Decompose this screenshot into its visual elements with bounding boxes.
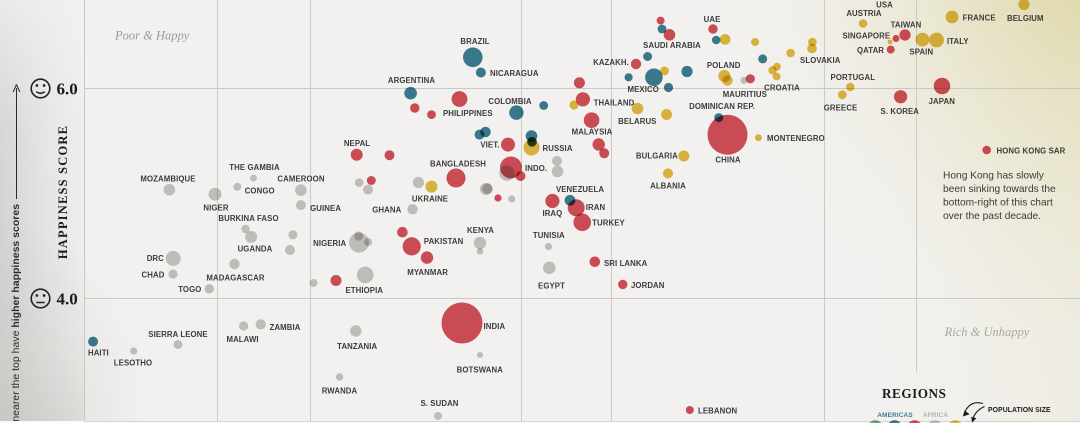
svg-text:over the past decade.: over the past decade. <box>943 211 1041 222</box>
svg-text:SIERRA LEONE: SIERRA LEONE <box>148 330 207 339</box>
svg-text:VIET.: VIET. <box>480 140 499 149</box>
svg-text:NIGER: NIGER <box>203 203 228 212</box>
svg-text:ZAMBIA: ZAMBIA <box>270 323 301 332</box>
svg-text:TAIWAN: TAIWAN <box>891 20 922 29</box>
svg-text:ies nearer the top have higher: ies nearer the top have higher happiness… <box>10 204 22 423</box>
svg-text:UAE: UAE <box>704 15 721 24</box>
svg-text:AFRICA: AFRICA <box>923 412 948 419</box>
svg-text:KENYA: KENYA <box>467 226 494 235</box>
svg-text:ITALY: ITALY <box>947 37 969 46</box>
svg-text:HONG KONG SAR: HONG KONG SAR <box>997 146 1066 155</box>
svg-text:Hong Kong has slowly: Hong Kong has slowly <box>943 171 1045 182</box>
svg-text:TUNISIA: TUNISIA <box>533 231 565 240</box>
svg-text:POPULATION SIZE: POPULATION SIZE <box>988 407 1051 414</box>
svg-text:MYANMAR: MYANMAR <box>407 268 448 277</box>
svg-text:PHILIPPINES: PHILIPPINES <box>443 109 493 118</box>
svg-text:BURKINA FASO: BURKINA FASO <box>218 214 278 223</box>
svg-text:RWANDA: RWANDA <box>322 387 358 396</box>
svg-text:JAPAN: JAPAN <box>929 97 956 106</box>
svg-text:UGANDA: UGANDA <box>238 245 273 254</box>
svg-text:THAILAND: THAILAND <box>594 98 635 107</box>
svg-text:THE GAMBIA: THE GAMBIA <box>229 163 280 172</box>
svg-text:INDO.: INDO. <box>525 164 547 173</box>
svg-text:Poor & Happy: Poor & Happy <box>114 29 190 43</box>
svg-text:ARGENTINA: ARGENTINA <box>388 76 436 85</box>
svg-text:been sinking towards the: been sinking towards the <box>943 184 1056 195</box>
svg-text:4.0: 4.0 <box>57 290 78 309</box>
svg-text:FRANCE: FRANCE <box>963 13 996 22</box>
svg-text:POLAND: POLAND <box>707 61 741 70</box>
svg-text:CROATIA: CROATIA <box>764 83 800 92</box>
svg-text:AUSTRIA: AUSTRIA <box>846 9 882 18</box>
svg-text:DRC: DRC <box>147 254 164 263</box>
svg-text:INDIA: INDIA <box>484 322 506 331</box>
svg-text:CHAD: CHAD <box>142 270 165 279</box>
svg-text:CAMEROON: CAMEROON <box>277 174 324 183</box>
svg-text:PAKISTAN: PAKISTAN <box>424 237 464 246</box>
svg-text:PORTUGAL: PORTUGAL <box>831 73 876 82</box>
svg-text:NICARAGUA: NICARAGUA <box>490 69 539 78</box>
svg-text:IRAQ: IRAQ <box>542 209 562 218</box>
svg-text:KAZAKH.: KAZAKH. <box>593 58 629 67</box>
svg-text:Rich & Unhappy: Rich & Unhappy <box>944 325 1030 339</box>
svg-text:UKRAINE: UKRAINE <box>412 194 448 203</box>
svg-text:RUSSIA: RUSSIA <box>543 144 573 153</box>
svg-text:REGIONS: REGIONS <box>882 386 946 401</box>
svg-text:NIGERIA: NIGERIA <box>313 239 346 248</box>
svg-text:AMERICAS: AMERICAS <box>877 412 913 419</box>
svg-text:S. SUDAN: S. SUDAN <box>420 399 458 408</box>
svg-text:IRAN: IRAN <box>586 203 606 212</box>
svg-text:NEPAL: NEPAL <box>344 139 370 148</box>
svg-text:MALAYSIA: MALAYSIA <box>572 128 613 137</box>
svg-text:BRAZIL: BRAZIL <box>460 37 489 46</box>
svg-text:ETHIOPIA: ETHIOPIA <box>345 286 383 295</box>
svg-text:BOTSWANA: BOTSWANA <box>457 365 504 374</box>
svg-text:SPAIN: SPAIN <box>909 47 933 56</box>
svg-text:GHANA: GHANA <box>372 205 401 214</box>
svg-text:USA: USA <box>876 0 893 9</box>
svg-text:bottom-right of this chart: bottom-right of this chart <box>943 198 1053 209</box>
svg-text:TOGO: TOGO <box>178 285 201 294</box>
svg-text:MADAGASCAR: MADAGASCAR <box>206 273 264 282</box>
svg-text:BULGARIA: BULGARIA <box>636 151 678 160</box>
svg-text:EGYPT: EGYPT <box>538 282 565 291</box>
svg-text:6.0: 6.0 <box>57 80 78 99</box>
svg-text:ALBANIA: ALBANIA <box>650 181 686 190</box>
svg-text:SLOVAKIA: SLOVAKIA <box>800 56 841 65</box>
svg-text:MOZAMBIQUE: MOZAMBIQUE <box>140 174 195 183</box>
svg-text:TANZANIA: TANZANIA <box>337 342 377 351</box>
svg-text:MAURITIUS: MAURITIUS <box>723 90 767 99</box>
svg-text:S. KOREA: S. KOREA <box>881 107 920 116</box>
svg-text:TURKEY: TURKEY <box>592 218 625 227</box>
svg-text:HAPPINESS SCORE: HAPPINESS SCORE <box>56 125 70 259</box>
svg-text:BELARUS: BELARUS <box>618 117 656 126</box>
svg-text:DOMINICAN REP.: DOMINICAN REP. <box>689 102 755 111</box>
svg-text:JORDAN: JORDAN <box>631 281 665 290</box>
svg-text:SINGAPORE: SINGAPORE <box>842 31 890 40</box>
svg-text:SAUDI ARABIA: SAUDI ARABIA <box>643 41 701 50</box>
svg-text:BANGLADESH: BANGLADESH <box>430 159 486 168</box>
svg-text:GREECE: GREECE <box>824 103 858 112</box>
svg-text:LESOTHO: LESOTHO <box>114 359 152 368</box>
svg-text:COLOMBIA: COLOMBIA <box>488 97 532 106</box>
svg-text:BELGIUM: BELGIUM <box>1007 14 1044 23</box>
svg-text:MONTENEGRO: MONTENEGRO <box>767 134 825 143</box>
svg-text:QATAR: QATAR <box>857 46 884 55</box>
svg-text:MALAWI: MALAWI <box>226 335 258 344</box>
svg-text:CHINA: CHINA <box>715 155 740 164</box>
svg-text:CONGO: CONGO <box>245 186 275 195</box>
svg-text:SRI LANKA: SRI LANKA <box>604 259 648 268</box>
svg-text:LEBANON: LEBANON <box>698 407 738 416</box>
svg-text:MEXICO: MEXICO <box>628 85 659 94</box>
svg-text:GUINEA: GUINEA <box>310 204 341 213</box>
svg-text:VENEZUELA: VENEZUELA <box>556 185 604 194</box>
svg-text:HAITI: HAITI <box>88 349 109 358</box>
